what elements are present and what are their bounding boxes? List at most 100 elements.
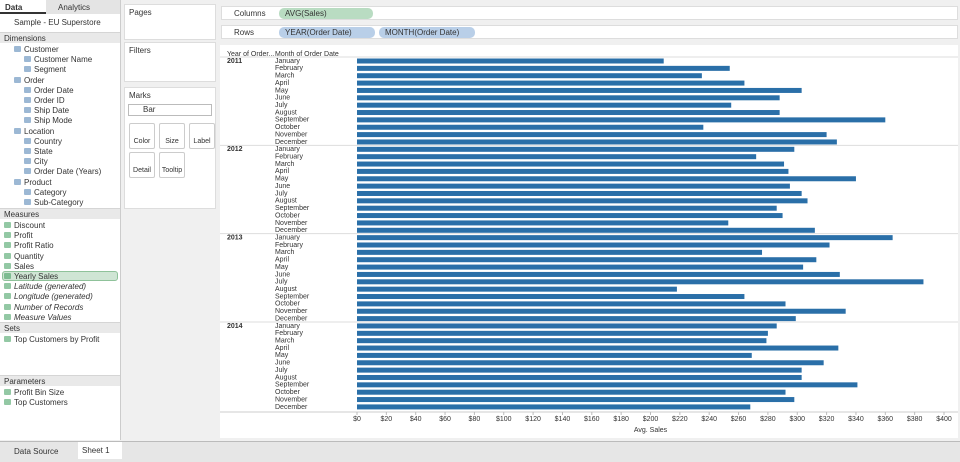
field-icon bbox=[24, 56, 31, 62]
bar bbox=[357, 287, 677, 292]
y-tick-label: January bbox=[275, 146, 300, 153]
field[interactable]: Latitude (generated) bbox=[14, 282, 86, 291]
tab[interactable]: Data bbox=[0, 0, 46, 14]
field[interactable]: Profit bbox=[14, 231, 33, 240]
y-tick-label: December bbox=[275, 404, 308, 411]
columns-shelf: ColumnsAVG(Sales) bbox=[221, 6, 958, 20]
bar bbox=[357, 139, 837, 144]
y-tick-label: November bbox=[275, 131, 308, 138]
bar bbox=[357, 279, 923, 284]
mark-button[interactable]: Color bbox=[129, 123, 155, 149]
field-icon bbox=[4, 283, 11, 289]
group-label: 2013 bbox=[227, 234, 243, 241]
field[interactable]: Number of Records bbox=[14, 303, 83, 312]
field[interactable]: Sub-Category bbox=[34, 198, 83, 207]
field-icon bbox=[4, 273, 11, 279]
y-tick-label: June bbox=[275, 95, 290, 102]
y-tick-label: October bbox=[275, 301, 301, 308]
field[interactable]: Quantity bbox=[14, 252, 44, 261]
rows-shelf: RowsYEAR(Order Date)MONTH(Order Date) bbox=[221, 25, 958, 39]
field[interactable]: Order Date (Years) bbox=[34, 167, 101, 176]
bar bbox=[357, 73, 702, 78]
bar bbox=[357, 66, 730, 71]
field-icon bbox=[24, 138, 31, 144]
field[interactable]: Order Date bbox=[34, 86, 74, 95]
folder[interactable]: Order bbox=[24, 76, 44, 85]
folder[interactable]: Product bbox=[24, 178, 52, 187]
mark-type-dropdown[interactable]: Bar bbox=[128, 104, 212, 116]
field[interactable]: Ship Mode bbox=[34, 116, 72, 125]
field-icon bbox=[14, 128, 21, 134]
y-tick-label: December bbox=[275, 139, 308, 146]
bar bbox=[357, 132, 827, 137]
x-tick-label: $0 bbox=[353, 416, 361, 423]
pill[interactable]: MONTH(Order Date) bbox=[379, 27, 475, 38]
field[interactable]: Yearly Sales bbox=[14, 272, 58, 281]
bar bbox=[357, 198, 808, 203]
card-title: Pages bbox=[129, 8, 152, 17]
field-icon bbox=[4, 242, 11, 248]
mark-button[interactable]: Detail bbox=[129, 152, 155, 178]
y-tick-label: November bbox=[275, 220, 308, 227]
mark-button[interactable]: Tooltip bbox=[159, 152, 185, 178]
field[interactable]: Profit Ratio bbox=[14, 241, 54, 250]
x-tick-label: $240 bbox=[701, 416, 717, 423]
chart: Year of Order...Month of Order Date20112… bbox=[220, 45, 958, 438]
field-icon bbox=[24, 168, 31, 174]
y-tick-label: July bbox=[275, 190, 288, 197]
mark-button[interactable]: Size bbox=[159, 123, 185, 149]
field[interactable]: Profit Bin Size bbox=[14, 388, 64, 397]
tab[interactable]: Data Source bbox=[2, 444, 76, 459]
x-tick-label: $160 bbox=[584, 416, 600, 423]
y-tick-label: October bbox=[275, 124, 301, 131]
bar bbox=[357, 95, 780, 100]
x-tick-label: $80 bbox=[469, 416, 481, 423]
field-icon bbox=[24, 189, 31, 195]
field-icon bbox=[4, 314, 11, 320]
card-title: Marks bbox=[129, 91, 151, 100]
bar bbox=[357, 206, 777, 211]
bar bbox=[357, 169, 788, 174]
field-icon bbox=[4, 336, 11, 342]
field-icon bbox=[14, 77, 21, 83]
field-icon bbox=[24, 66, 31, 72]
y-tick-label: July bbox=[275, 279, 288, 286]
bar bbox=[357, 390, 786, 395]
section-header: Measures bbox=[0, 208, 120, 219]
folder[interactable]: Location bbox=[24, 127, 54, 136]
field[interactable]: Ship Date bbox=[34, 106, 69, 115]
pill[interactable]: AVG(Sales) bbox=[279, 8, 373, 19]
bar bbox=[357, 103, 731, 108]
y-tick-label: January bbox=[275, 58, 300, 65]
field[interactable]: Top Customers by Profit bbox=[14, 335, 99, 344]
field[interactable]: City bbox=[34, 157, 48, 166]
field[interactable]: Category bbox=[34, 188, 66, 197]
x-tick-label: $340 bbox=[848, 416, 864, 423]
field-icon bbox=[14, 179, 21, 185]
bar bbox=[357, 243, 830, 248]
data-source[interactable]: Sample - EU Superstore bbox=[14, 18, 101, 27]
mark-button[interactable]: Label bbox=[189, 123, 215, 149]
field[interactable]: Measure Values bbox=[14, 313, 72, 322]
field-icon bbox=[24, 107, 31, 113]
field[interactable]: State bbox=[34, 147, 53, 156]
folder[interactable]: Customer bbox=[24, 45, 59, 54]
field[interactable]: Segment bbox=[34, 65, 66, 74]
field[interactable]: Customer Name bbox=[34, 55, 92, 64]
bar bbox=[357, 368, 802, 373]
field[interactable]: Discount bbox=[14, 221, 45, 230]
data-pane: Data Analytics Sample - EU Superstore Di… bbox=[0, 0, 121, 440]
field[interactable]: Order ID bbox=[34, 96, 65, 105]
field[interactable]: Longitude (generated) bbox=[14, 292, 93, 301]
tab[interactable]: Sheet 1 bbox=[78, 442, 122, 459]
y-tick-label: December bbox=[275, 227, 308, 234]
x-tick-label: $400 bbox=[936, 416, 952, 423]
field[interactable]: Country bbox=[34, 137, 62, 146]
y-tick-label: May bbox=[275, 264, 289, 271]
field[interactable]: Sales bbox=[14, 262, 34, 271]
x-tick-label: $220 bbox=[672, 416, 688, 423]
tab[interactable]: Analytics bbox=[58, 3, 90, 12]
field[interactable]: Top Customers bbox=[14, 398, 68, 407]
pill[interactable]: YEAR(Order Date) bbox=[279, 27, 375, 38]
y-tick-label: July bbox=[275, 102, 288, 109]
